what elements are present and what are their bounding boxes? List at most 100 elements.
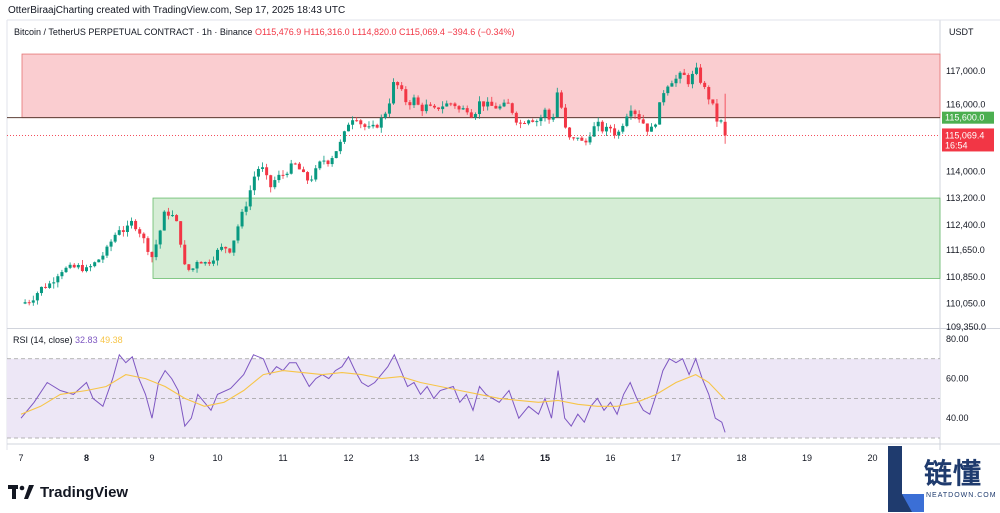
candle-body[interactable] [138,229,142,234]
candle-body[interactable] [76,264,80,268]
candle-body[interactable] [297,163,301,170]
candle-body[interactable] [121,230,125,232]
candle-body[interactable] [629,110,633,117]
candle-body[interactable] [654,124,658,127]
time-axis[interactable]: 7 8 9 10 11 12 13 14 15 16 17 18 19 20 [18,453,877,463]
candle-body[interactable] [322,160,326,162]
price-pane[interactable]: 117,000.0 116,000.0 114,000.0 113,200.0 112,… [6,19,1000,450]
candle-body[interactable] [166,211,170,216]
candle-body[interactable] [130,220,134,226]
tradingview-brand[interactable]: TradingView [8,482,128,502]
candle-body[interactable] [89,266,93,268]
candle-body[interactable] [617,131,621,136]
candle-body[interactable] [392,82,396,104]
candle-body[interactable] [338,141,342,152]
candle-body[interactable] [625,116,629,126]
candle-body[interactable] [158,230,162,245]
candle-body[interactable] [195,262,199,269]
candle-body[interactable] [359,120,363,125]
candle-body[interactable] [224,246,228,249]
candle-body[interactable] [510,103,514,113]
candle-body[interactable] [273,180,277,188]
candle-body[interactable] [318,161,322,169]
candle-body[interactable] [707,87,711,100]
candle-body[interactable] [441,106,445,110]
candle-body[interactable] [514,112,518,123]
candle-body[interactable] [568,127,572,138]
candle-body[interactable] [596,121,600,127]
candle-body[interactable] [482,101,486,107]
candle-body[interactable] [191,268,195,270]
candle-body[interactable] [633,110,637,115]
candle-body[interactable] [469,112,473,118]
candle-body[interactable] [584,140,588,143]
candle-body[interactable] [699,67,703,83]
candle-body[interactable] [666,86,670,94]
candle-body[interactable] [396,82,400,86]
candle-body[interactable] [269,175,273,188]
candle-body[interactable] [52,282,56,284]
candle-body[interactable] [85,267,88,272]
candle-body[interactable] [465,108,469,113]
candle-body[interactable] [563,107,567,128]
candle-body[interactable] [211,260,215,264]
rsi-legend[interactable]: RSI (14, close) 32.83 49.38 [13,335,123,345]
candle-body[interactable] [445,103,449,107]
candle-body[interactable] [588,136,592,143]
candle-body[interactable] [23,302,27,304]
candle-body[interactable] [547,109,551,120]
candle-body[interactable] [576,137,580,139]
candle-body[interactable] [207,262,211,264]
candle-body[interactable] [543,109,547,118]
candle-body[interactable] [252,176,256,191]
rsi-ma-line[interactable] [20,370,726,415]
candle-body[interactable] [236,226,240,241]
candle-body[interactable] [694,67,698,74]
candle-body[interactable] [449,103,453,105]
candle-body[interactable] [170,215,174,217]
candle-body[interactable] [690,73,694,85]
candle-body[interactable] [35,293,39,301]
candle-body[interactable] [682,72,686,76]
candle-body[interactable] [301,169,305,173]
candle-body[interactable] [48,283,52,288]
candle-body[interactable] [711,99,715,104]
candle-body[interactable] [609,126,612,129]
level-price-badge[interactable] [942,111,994,124]
candle-body[interactable] [97,259,101,263]
candle-body[interactable] [473,114,477,118]
candle-body[interactable] [551,116,555,120]
candle-body[interactable] [248,190,252,207]
candle-body[interactable] [80,264,84,272]
candle-body[interactable] [645,123,649,132]
candle-body[interactable] [44,286,48,288]
candle-body[interactable] [150,251,154,258]
candle-body[interactable] [432,105,436,108]
candle-body[interactable] [281,174,285,176]
candle-body[interactable] [351,120,355,125]
candle-body[interactable] [478,101,481,115]
candle-body[interactable] [203,262,207,264]
candle-body[interactable] [420,104,424,112]
symbol-legend[interactable]: Bitcoin / TetherUS PERPETUAL CONTRACT · … [14,27,514,37]
candle-body[interactable] [27,302,31,304]
candle-body[interactable] [162,211,166,231]
candle-body[interactable] [494,105,498,109]
candle-body[interactable] [637,114,641,120]
candle-body[interactable] [674,78,678,84]
candle-body[interactable] [539,117,543,122]
candle-body[interactable] [125,225,129,232]
candle-body[interactable] [232,240,236,253]
candle-body[interactable] [658,102,662,125]
candle-body[interactable] [256,168,260,177]
candle-body[interactable] [518,122,522,124]
candle-body[interactable] [265,167,269,176]
candle-body[interactable] [216,249,219,261]
candle-body[interactable] [289,163,293,174]
candle-body[interactable] [457,106,461,110]
candle-body[interactable] [199,262,203,264]
candle-body[interactable] [416,97,420,105]
candle-body[interactable] [555,92,559,117]
candle-body[interactable] [600,121,604,132]
candle-body[interactable] [220,246,224,250]
